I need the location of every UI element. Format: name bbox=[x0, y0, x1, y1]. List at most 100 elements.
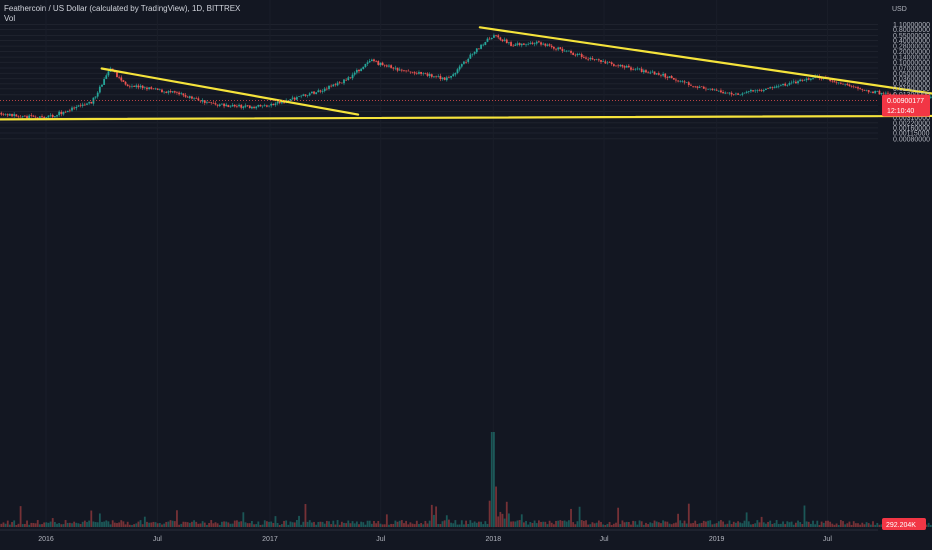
volume-bar bbox=[844, 524, 847, 527]
volume-bar bbox=[105, 520, 108, 527]
volume-bar bbox=[591, 522, 594, 527]
candle-body bbox=[634, 68, 637, 70]
volume-bar bbox=[816, 520, 819, 527]
volume-bar bbox=[368, 520, 371, 527]
candle-body bbox=[567, 50, 570, 52]
volume-bar bbox=[293, 522, 296, 527]
volume-label: Vol bbox=[4, 14, 16, 23]
candle-body bbox=[101, 84, 103, 87]
y-tick-label: 0.05000000 bbox=[893, 71, 930, 78]
candle-body bbox=[627, 65, 630, 68]
candle-body bbox=[186, 96, 189, 98]
candle-body bbox=[707, 88, 709, 90]
trendline-2018[interactable] bbox=[478, 26, 932, 114]
candle-body bbox=[433, 76, 435, 78]
volume-bar bbox=[34, 523, 37, 527]
candle-body bbox=[424, 73, 427, 74]
volume-bar bbox=[133, 524, 136, 527]
volume-bar bbox=[818, 524, 821, 527]
volume-bar bbox=[792, 524, 795, 527]
candle-body bbox=[23, 115, 26, 117]
volume-bar bbox=[246, 523, 249, 527]
volume-bar bbox=[351, 521, 354, 527]
volume-bar bbox=[747, 521, 750, 527]
volume-bar bbox=[805, 521, 808, 527]
candle-body bbox=[696, 86, 699, 88]
candle-body bbox=[15, 114, 18, 117]
candle-body bbox=[675, 79, 677, 81]
candle-body bbox=[105, 75, 108, 79]
volume-bar bbox=[672, 523, 675, 527]
volume-bar bbox=[433, 514, 435, 527]
support-line[interactable] bbox=[0, 113, 932, 121]
volume-bar bbox=[45, 522, 48, 527]
volume-bar bbox=[184, 521, 187, 527]
candle-body bbox=[238, 104, 240, 107]
candle-body bbox=[737, 93, 739, 95]
volume-bar bbox=[36, 520, 39, 527]
volume-bar bbox=[829, 521, 832, 527]
candle-body bbox=[291, 97, 294, 99]
volume-bar bbox=[32, 522, 35, 527]
volume-bar bbox=[135, 523, 138, 527]
volume-bar bbox=[570, 508, 572, 527]
volume-bar bbox=[310, 522, 313, 527]
candle-body bbox=[195, 98, 198, 99]
candle-body bbox=[679, 80, 682, 82]
price-badges: 0.00900177 12:10:40 292.204K bbox=[0, 94, 930, 530]
candle-body bbox=[548, 44, 551, 46]
volume-bar bbox=[17, 523, 20, 527]
candle-body bbox=[732, 94, 735, 95]
volume-bar bbox=[435, 506, 437, 527]
candle-body bbox=[535, 41, 538, 44]
candle-body bbox=[133, 85, 136, 87]
volume-bar bbox=[827, 520, 829, 527]
volume-bar bbox=[647, 524, 650, 527]
y-tick-label: 1.10000000 bbox=[893, 22, 930, 29]
candle-body bbox=[720, 90, 722, 93]
volume-bar bbox=[615, 522, 617, 527]
candle-body bbox=[533, 43, 536, 45]
candle-body bbox=[642, 70, 645, 73]
candle-body bbox=[786, 85, 789, 86]
volume-bar bbox=[118, 522, 121, 527]
volume-bar bbox=[263, 520, 266, 527]
volume-bar bbox=[101, 521, 103, 527]
volume-bar bbox=[321, 521, 324, 527]
candle-body bbox=[154, 88, 157, 89]
candle-body bbox=[96, 92, 99, 97]
candle-body bbox=[400, 69, 403, 71]
candle-body bbox=[90, 101, 93, 104]
candle-body bbox=[617, 65, 620, 67]
candle-body bbox=[107, 71, 110, 76]
candle-body bbox=[148, 87, 151, 89]
volume-bar bbox=[377, 521, 380, 527]
trendline-2016[interactable] bbox=[100, 67, 360, 116]
volume-bar bbox=[675, 522, 677, 527]
candle-body bbox=[137, 85, 140, 88]
candle-body bbox=[463, 61, 465, 64]
volume-bar bbox=[396, 521, 399, 527]
candle-body bbox=[715, 89, 718, 91]
volume-bar bbox=[355, 521, 358, 527]
candle-body bbox=[165, 91, 168, 93]
volume-bar bbox=[158, 523, 161, 527]
candle-body bbox=[653, 71, 656, 75]
candle-body bbox=[17, 116, 20, 117]
volume-bar bbox=[625, 521, 628, 527]
time-axis[interactable]: 2016Jul2017Jul2018Jul2019Jul2020Jul2021J… bbox=[0, 529, 932, 543]
volume-bar bbox=[799, 522, 802, 527]
candle-body bbox=[623, 66, 626, 68]
candle-body bbox=[280, 102, 283, 104]
price-axis[interactable]: 1.100000000.800000000.550000000.40000000… bbox=[892, 6, 930, 143]
volume-bar bbox=[683, 520, 686, 527]
candle-body bbox=[544, 43, 547, 46]
candle-body bbox=[844, 83, 847, 85]
volume-bar bbox=[4, 523, 7, 527]
candle-body bbox=[852, 86, 855, 88]
volume-bar bbox=[874, 524, 877, 527]
volume-bar bbox=[782, 521, 784, 527]
candle-body bbox=[606, 62, 609, 64]
volume-bar bbox=[418, 523, 420, 527]
